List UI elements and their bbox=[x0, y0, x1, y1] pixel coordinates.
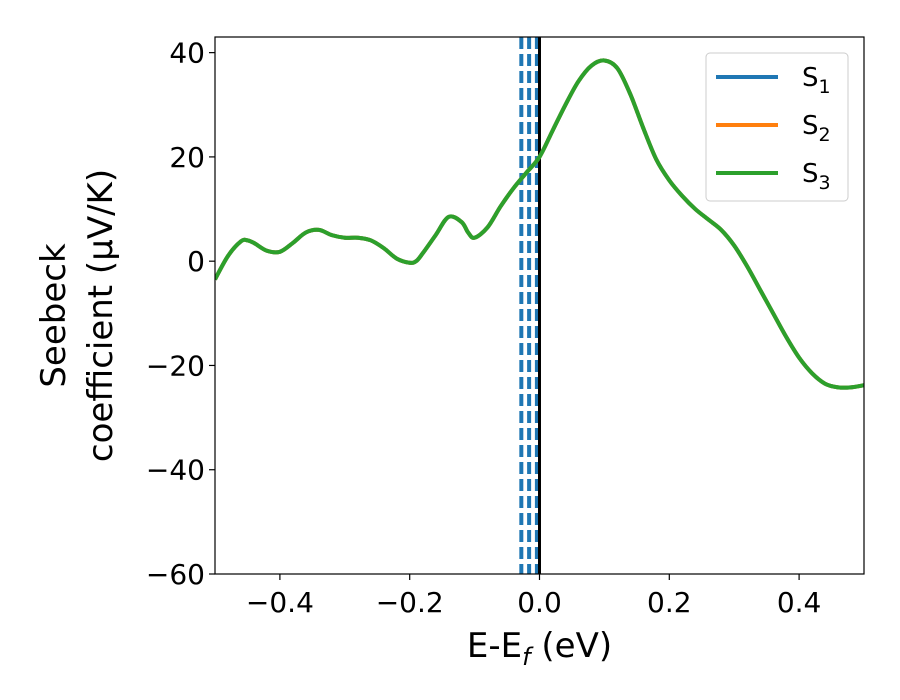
y-axis-label-line2: coefficient (μV/K) bbox=[81, 169, 121, 462]
x-axis-label-main: E-E bbox=[467, 626, 522, 666]
y-tick-label: 40 bbox=[169, 37, 205, 70]
x-tick-label: 0.0 bbox=[517, 586, 562, 619]
y-axis-label-line1: Seebeck bbox=[34, 243, 74, 388]
legend-label-sub: 2 bbox=[819, 124, 831, 146]
y-tick-label: −40 bbox=[146, 454, 205, 487]
legend-label-s2: S2 bbox=[802, 111, 831, 146]
axis-labels: E-Ef (eV) Seebeck coefficient (μV/K) bbox=[34, 169, 612, 671]
y-tick-label: −60 bbox=[146, 558, 205, 591]
legend-label-main: S bbox=[802, 159, 819, 189]
legend-label-sub: 3 bbox=[819, 172, 831, 194]
x-tick-label: 0.2 bbox=[647, 586, 692, 619]
plot-content bbox=[215, 37, 864, 574]
y-tick-label: 0 bbox=[187, 245, 205, 278]
y-tick-label: 20 bbox=[169, 141, 205, 174]
y-tick-label: −20 bbox=[146, 349, 205, 382]
legend-label-main: S bbox=[802, 63, 819, 93]
x-tick-label: 0.4 bbox=[777, 586, 822, 619]
series-line-s3 bbox=[215, 58, 864, 390]
legend-label-main: S bbox=[802, 111, 819, 141]
legend-label-s3: S3 bbox=[802, 159, 831, 194]
x-tick-label: −0.4 bbox=[246, 586, 314, 619]
x-axis-label: E-Ef (eV) bbox=[467, 626, 612, 671]
x-axis-label-unit: (eV) bbox=[531, 626, 613, 666]
x-tick-label: −0.2 bbox=[376, 586, 444, 619]
legend-label-sub: 1 bbox=[819, 76, 831, 98]
axes: −0.4 −0.2 0.0 0.2 0.4 −60 −40 −20 0 20 40 bbox=[146, 36, 865, 619]
legend-label-s1: S1 bbox=[802, 63, 831, 98]
